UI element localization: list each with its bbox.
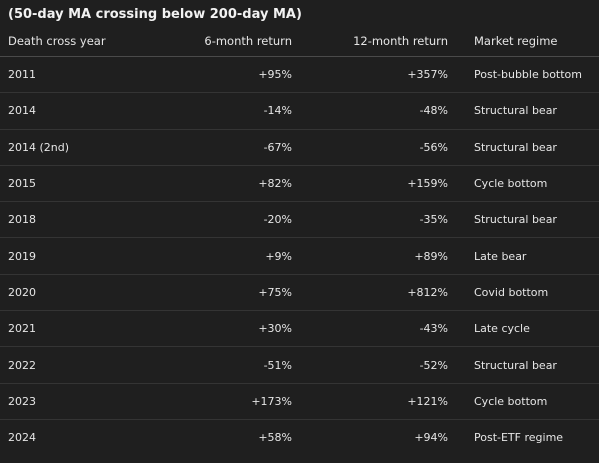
cell-6-month-return: -51% xyxy=(150,347,300,383)
cell-market-regime: Late cycle xyxy=(465,311,599,347)
cell-year: 2020 xyxy=(0,274,150,310)
cell-12-month-return: +121% xyxy=(300,383,465,419)
table-body: 2011 +95% +357% Post-bubble bottom 2014 -14% -… xyxy=(0,57,599,456)
table-row: 2011 +95% +357% Post-bubble bottom xyxy=(0,57,599,93)
table-row: 2022 -51% -52% Structural bear xyxy=(0,347,599,383)
table-row: 2021 +30% -43% Late cycle xyxy=(0,311,599,347)
cell-12-month-return: +89% xyxy=(300,238,465,274)
table-row: 2014 -14% -48% Structural bear xyxy=(0,93,599,129)
cell-market-regime: Structural bear xyxy=(465,347,599,383)
cell-6-month-return: +30% xyxy=(150,311,300,347)
cell-6-month-return: +75% xyxy=(150,274,300,310)
cell-12-month-return: +357% xyxy=(300,57,465,93)
cell-year: 2011 xyxy=(0,57,150,93)
cell-12-month-return: +159% xyxy=(300,165,465,201)
cell-market-regime: Covid bottom xyxy=(465,274,599,310)
table-row: 2023 +173% +121% Cycle bottom xyxy=(0,383,599,419)
cell-market-regime: Cycle bottom xyxy=(465,383,599,419)
cell-year: 2023 xyxy=(0,383,150,419)
cell-6-month-return: +9% xyxy=(150,238,300,274)
table-row: 2024 +58% +94% Post-ETF regime xyxy=(0,419,599,455)
table-row: 2020 +75% +812% Covid bottom xyxy=(0,274,599,310)
cell-market-regime: Cycle bottom xyxy=(465,165,599,201)
cell-year: 2014 (2nd) xyxy=(0,129,150,165)
cell-year: 2022 xyxy=(0,347,150,383)
cell-market-regime: Post-ETF regime xyxy=(465,419,599,455)
table-header: Death cross year 6-month return 12-month… xyxy=(0,26,599,57)
cell-market-regime: Structural bear xyxy=(465,129,599,165)
table-row: 2018 -20% -35% Structural bear xyxy=(0,202,599,238)
cell-market-regime: Structural bear xyxy=(465,202,599,238)
cell-year: 2015 xyxy=(0,165,150,201)
death-cross-table: Death cross year 6-month return 12-month… xyxy=(0,26,599,455)
cell-12-month-return: +94% xyxy=(300,419,465,455)
cell-year: 2014 xyxy=(0,93,150,129)
cell-12-month-return: +812% xyxy=(300,274,465,310)
cell-12-month-return: -43% xyxy=(300,311,465,347)
cell-6-month-return: +95% xyxy=(150,57,300,93)
cell-12-month-return: -35% xyxy=(300,202,465,238)
table-caption: (50-day MA crossing below 200-day MA) xyxy=(8,7,302,22)
header-market-regime: Market regime xyxy=(465,26,599,57)
cell-6-month-return: +82% xyxy=(150,165,300,201)
cell-6-month-return: -14% xyxy=(150,93,300,129)
table-row: 2015 +82% +159% Cycle bottom xyxy=(0,165,599,201)
header-death-cross-year: Death cross year xyxy=(0,26,150,57)
cell-year: 2024 xyxy=(0,419,150,455)
table-row: 2019 +9% +89% Late bear xyxy=(0,238,599,274)
cell-market-regime: Structural bear xyxy=(465,93,599,129)
cell-year: 2021 xyxy=(0,311,150,347)
cell-market-regime: Post-bubble bottom xyxy=(465,57,599,93)
cell-6-month-return: -67% xyxy=(150,129,300,165)
header-12-month-return: 12-month return xyxy=(300,26,465,57)
header-row: Death cross year 6-month return 12-month… xyxy=(0,26,599,57)
cell-12-month-return: -52% xyxy=(300,347,465,383)
cell-6-month-return: -20% xyxy=(150,202,300,238)
cell-year: 2018 xyxy=(0,202,150,238)
cell-6-month-return: +173% xyxy=(150,383,300,419)
header-6-month-return: 6-month return xyxy=(150,26,300,57)
cell-12-month-return: -56% xyxy=(300,129,465,165)
table-row: 2014 (2nd) -67% -56% Structural bear xyxy=(0,129,599,165)
cell-6-month-return: +58% xyxy=(150,419,300,455)
cell-year: 2019 xyxy=(0,238,150,274)
cell-market-regime: Late bear xyxy=(465,238,599,274)
cell-12-month-return: -48% xyxy=(300,93,465,129)
